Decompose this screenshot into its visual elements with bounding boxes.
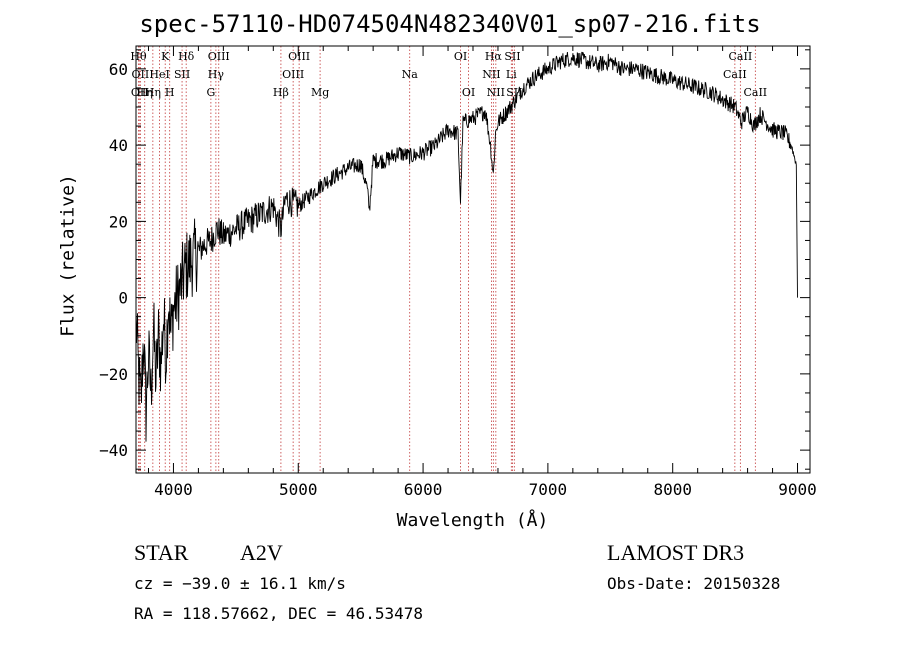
y-tick-label: −40 [99,441,128,460]
x-tick-label: 9000 [778,480,817,499]
line-label-28: CaII [743,86,767,99]
y-tick-label: −20 [99,365,128,384]
line-label-18: OI [454,50,467,63]
line-label-6: K [161,50,170,63]
line-label-26: CaII [723,68,747,81]
x-tick-label: 5000 [279,480,318,499]
x-axis-label: Wavelength (Å) [396,510,549,531]
line-label-13: Hβ [273,86,289,99]
line-label-0: Hθ [130,50,147,63]
line-label-3: Hη [137,86,153,99]
line-label-25: SII [506,86,522,99]
line-label-11: Hγ [208,68,225,81]
x-tick-label: 8000 [653,480,692,499]
line-label-16: Mg [311,86,329,99]
flux-series [135,51,798,442]
line-label-20: NII [482,68,500,81]
line-label-4: Hη [145,86,161,99]
spectral-line-labels: HθOIIOIIHηHηHeIKHSIIHδGHγOIIIHβOIIIOIIIM… [130,50,767,99]
x-tick-label: 6000 [404,480,443,499]
chart-title: spec-57110-HD074504N482340V01_sp07-216.f… [139,10,761,38]
survey-name: LAMOST DR3 [607,540,745,565]
line-label-19: OI [462,86,475,99]
line-label-12: OIII [208,50,230,63]
y-tick-label: 20 [109,212,128,231]
axis-ticks [136,46,810,473]
flux-line [135,51,798,442]
line-label-22: NII [487,86,505,99]
line-label-15: OIII [288,50,310,63]
plot-frame [135,45,811,474]
line-label-5: HeI [149,68,169,81]
line-label-2: OII [131,86,149,99]
y-tick-label: 0 [118,289,128,308]
y-axis-label: Flux (relative) [57,174,79,337]
line-label-7: H [165,86,175,99]
line-label-23: Li [506,68,517,81]
line-label-24: SII [504,50,520,63]
observation-date: Obs-Date: 20150328 [607,574,781,593]
ra-dec-coordinates: RA = 118.57662, DEC = 46.53478 [134,604,423,623]
x-tick-label: 4000 [154,480,193,499]
axis-tick-labels: 4000 5000 6000 7000 8000 9000 −40 −20 0 20 40 60 [99,60,817,499]
line-label-27: CaII [729,50,753,63]
line-label-21: Hα [485,50,503,63]
y-tick-label: 60 [109,60,128,79]
y-tick-label: 40 [109,136,128,155]
line-label-14: OIII [282,68,304,81]
line-label-17: Na [402,68,419,81]
spectral-subclass: A2V [240,540,283,565]
object-type: STAR [134,540,189,565]
line-label-10: G [206,86,215,99]
spectral-line-markers [138,46,756,473]
line-label-1: OII [132,68,150,81]
x-tick-label: 7000 [529,480,568,499]
line-label-8: SII [174,68,190,81]
line-label-9: Hδ [178,50,195,63]
redshift-cz: cz = −39.0 ± 16.1 km/s [134,574,346,593]
